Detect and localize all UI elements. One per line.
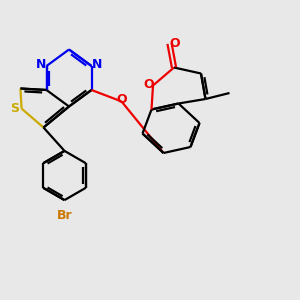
Text: N: N — [92, 58, 102, 71]
Text: O: O — [169, 37, 180, 50]
Text: O: O — [143, 77, 154, 91]
Text: N: N — [36, 58, 46, 71]
Text: S: S — [11, 102, 20, 115]
Text: O: O — [117, 93, 128, 106]
Text: Br: Br — [57, 209, 72, 222]
